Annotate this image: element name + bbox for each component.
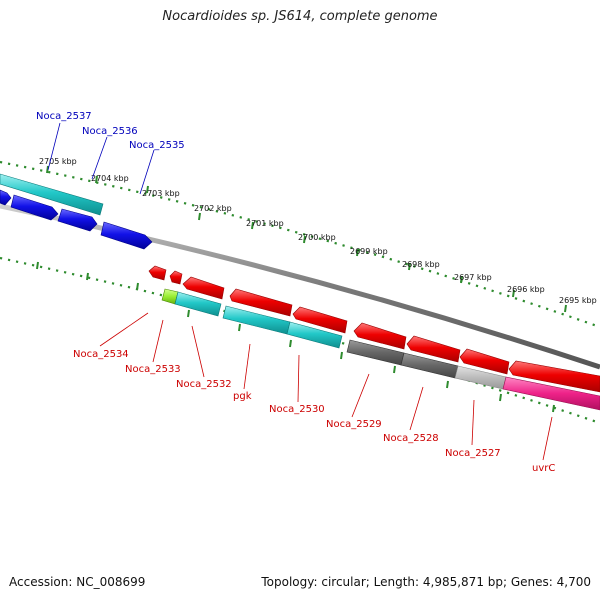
- tick-label-2698: 2698 kbp: [402, 260, 440, 269]
- forward-strand-features: [0, 173, 153, 250]
- label-noca-2533[interactable]: Noca_2533: [125, 364, 181, 375]
- gene-red-7[interactable]: [406, 335, 461, 363]
- scale-tick-labels: 2705 kbp 2704 kbp 2703 kbp 2702 kbp 2701…: [39, 157, 597, 305]
- gene-noca-2536[interactable]: [57, 208, 98, 232]
- gene-uvrc[interactable]: [502, 376, 600, 411]
- label-noca-2527[interactable]: Noca_2527: [445, 448, 501, 459]
- inner-major-ticks: [36, 261, 555, 413]
- label-noca-2535[interactable]: Noca_2535: [129, 140, 185, 151]
- label-pgk[interactable]: pgk: [233, 391, 252, 402]
- label-noca-2530[interactable]: Noca_2530: [269, 404, 325, 415]
- gene-noca-2537[interactable]: [10, 194, 59, 221]
- label-noca-2537[interactable]: Noca_2537: [36, 111, 92, 122]
- tick-label-2695: 2695 kbp: [559, 296, 597, 305]
- label-noca-2534[interactable]: Noca_2534: [73, 349, 129, 360]
- outer-scale-dots: [0, 160, 600, 329]
- gene-blue-partial[interactable]: [0, 189, 12, 206]
- label-noca-2536[interactable]: Noca_2536: [82, 126, 138, 137]
- tick-label-2704: 2704 kbp: [91, 174, 129, 183]
- gene-red-9[interactable]: [508, 360, 600, 393]
- tick-label-2700: 2700 kbp: [298, 233, 336, 242]
- reverse-labels: Noca_2534 Noca_2533 Noca_2532 pgk Noca_2…: [73, 349, 555, 474]
- gene-red-6[interactable]: [353, 322, 407, 350]
- gene-noca-2532[interactable]: [174, 291, 222, 317]
- gene-red-small-2[interactable]: [169, 270, 183, 285]
- label-noca-2528[interactable]: Noca_2528: [383, 433, 439, 444]
- tick-label-2701: 2701 kbp: [246, 219, 284, 228]
- label-noca-2529[interactable]: Noca_2529: [326, 419, 382, 430]
- inner-scale-dots: [0, 256, 600, 425]
- reverse-strand-features: [148, 265, 600, 411]
- tick-label-2696: 2696 kbp: [507, 285, 545, 294]
- gene-red-small-1[interactable]: [148, 265, 167, 281]
- outer-major-ticks: [46, 165, 567, 313]
- gene-red-3[interactable]: [182, 276, 225, 300]
- genome-stats-text: Topology: circular; Length: 4,985,871 bp…: [261, 575, 591, 589]
- forward-labels: Noca_2537 Noca_2536 Noca_2535: [36, 111, 185, 151]
- gene-noca-2530[interactable]: [286, 321, 343, 349]
- reverse-label-leaders: [99, 312, 553, 461]
- accession-text: Accession: NC_008699: [9, 575, 146, 589]
- map-title: Nocardioides sp. JS614, complete genome: [162, 9, 438, 24]
- tick-label-2705: 2705 kbp: [39, 157, 77, 166]
- gene-cyan-forward[interactable]: [0, 173, 104, 216]
- tick-label-2697: 2697 kbp: [454, 273, 492, 282]
- tick-label-2699: 2699 kbp: [350, 247, 388, 256]
- tick-label-2702: 2702 kbp: [194, 204, 232, 213]
- gene-noca-2535[interactable]: [100, 221, 153, 250]
- gene-red-4[interactable]: [229, 288, 293, 317]
- gene-red-5[interactable]: [292, 306, 348, 334]
- label-noca-2532[interactable]: Noca_2532: [176, 379, 232, 390]
- gene-red-8[interactable]: [459, 348, 510, 375]
- label-uvrc[interactable]: uvrC: [532, 463, 555, 474]
- tick-label-2703: 2703 kbp: [142, 189, 180, 198]
- forward-label-leaders: [47, 122, 155, 195]
